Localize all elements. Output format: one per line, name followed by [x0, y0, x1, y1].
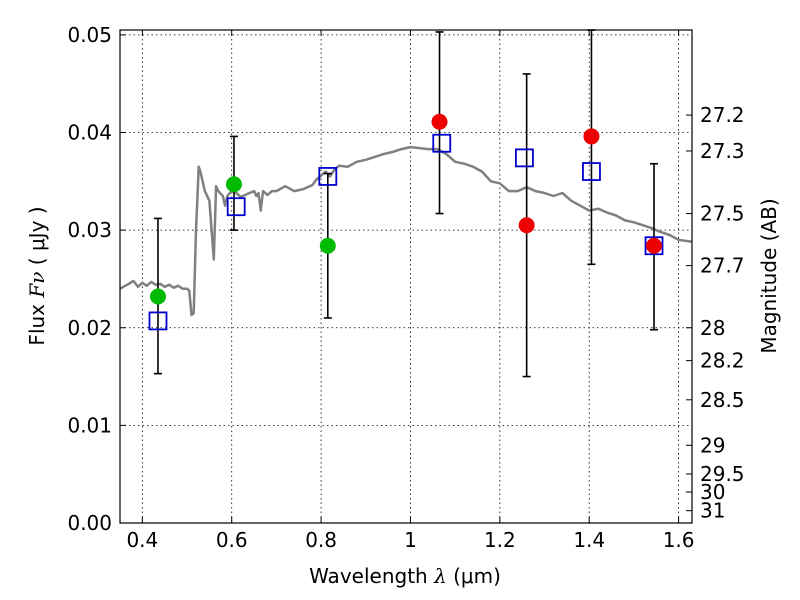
- y2-tick-label: 28.2: [700, 349, 745, 373]
- x-tick-label: 0.4: [126, 528, 158, 552]
- y2-tick-label: 27.7: [700, 254, 745, 278]
- y2-tick-label: 27.2: [700, 103, 745, 127]
- observed-point: [225, 176, 242, 193]
- x-axis-title: Wavelength λ (μm): [309, 564, 501, 588]
- y2-tick-label: 27.3: [700, 139, 745, 163]
- observed-point: [319, 237, 336, 254]
- x-tick-label: 0.8: [305, 528, 337, 552]
- observed-point: [518, 217, 535, 234]
- y-axis-title: Flux Fν ( μJy ): [25, 206, 49, 345]
- y2-tick-label: 27.5: [700, 202, 745, 226]
- y2-tick-label: 30: [700, 480, 725, 504]
- x-tick-label: 0.6: [216, 528, 248, 552]
- model-point: [318, 167, 338, 186]
- model-point: [432, 133, 452, 153]
- y-tick-label: 0.01: [67, 413, 112, 437]
- observed-point: [431, 113, 448, 130]
- observed-point: [583, 128, 600, 145]
- y2-tick-label: 29.5: [700, 462, 745, 486]
- model-series: [148, 133, 664, 331]
- grid: [120, 30, 692, 524]
- spectrum-series: [120, 145, 692, 317]
- observed-point: [646, 237, 663, 254]
- model-point: [515, 148, 534, 168]
- x-tick-label: 1: [404, 528, 417, 552]
- errorbar-series: [153, 29, 659, 378]
- x-tick-label: 1.2: [484, 528, 516, 552]
- axes: 0.4 0.6 0.8 1 1.2 1.4 1.6 0.00 0.01 0.02 0.03 0.04 0…: [67, 23, 744, 552]
- model-point: [582, 162, 601, 181]
- y-tick-label: 0.05: [67, 23, 112, 47]
- plot-frame: [119, 29, 693, 524]
- y-tick-label: 0.00: [67, 511, 112, 535]
- model-point: [644, 236, 664, 256]
- y-tick-label: 0.02: [67, 316, 112, 340]
- model-point: [226, 197, 246, 217]
- y2-tick-label: 31: [700, 499, 725, 523]
- spectrum-line: [120, 145, 692, 317]
- y-tick-label: 0.03: [67, 218, 112, 242]
- y2-axis-title: Magnitude (AB): [757, 198, 781, 353]
- x-tick-label: 1.6: [663, 528, 695, 552]
- model-point: [148, 311, 168, 331]
- observed-point: [149, 288, 166, 305]
- y2-tick-label: 28: [700, 316, 725, 340]
- y2-tick-label: 29: [700, 433, 725, 457]
- observed-series: [149, 113, 663, 305]
- y-tick-label: 0.04: [67, 121, 112, 145]
- y2-tick-label: 28.5: [700, 388, 745, 412]
- x-tick-label: 1.4: [573, 528, 605, 552]
